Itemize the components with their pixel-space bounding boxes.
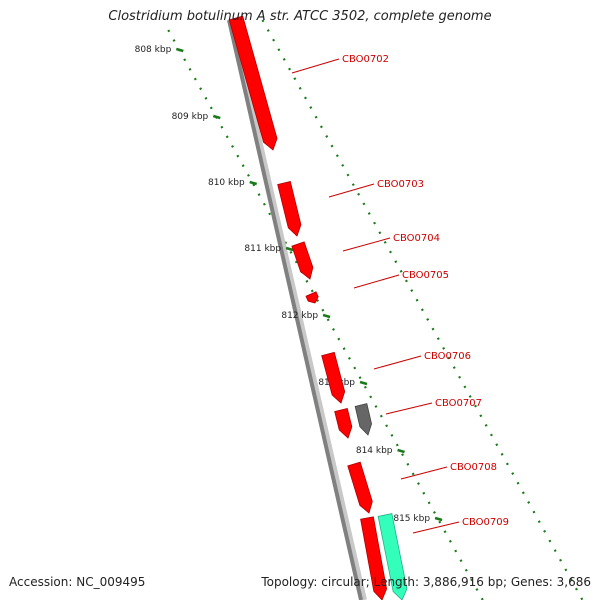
scale-label: 810 kbp <box>208 178 245 188</box>
gene-leader-line <box>353 274 400 289</box>
other-feature <box>354 403 372 436</box>
outer-track-line <box>261 19 584 600</box>
gene-feature-cbo0707 <box>334 407 353 439</box>
scale-tick <box>434 516 443 522</box>
scale-tick <box>322 313 331 319</box>
scale-tick <box>249 180 258 186</box>
scale-label: 814 kbp <box>356 446 393 456</box>
gene-leader-line <box>328 183 375 198</box>
gene-feature-cbo0705 <box>305 291 319 304</box>
scale-label: 812 kbp <box>281 311 318 321</box>
scale-label: 809 kbp <box>172 112 209 122</box>
genome-title: Clostridium botulinum A str. ATCC 3502, … <box>108 9 492 24</box>
gene-label: CBO0704 <box>393 233 440 244</box>
scale-tick <box>285 246 294 252</box>
length-label: Length: <box>373 575 420 589</box>
gene-leader-line <box>342 237 391 252</box>
gene-feature-cbo0706 <box>321 351 346 404</box>
genome-summary: Topology: circular; Length: 3,886,916 bp… <box>261 575 591 589</box>
gene-label: CBO0702 <box>342 54 389 65</box>
gene-feature-cbo0709 <box>360 516 388 600</box>
scale-tick <box>397 448 405 454</box>
gene-leader-line <box>385 402 433 415</box>
gene-label: CBO0709 <box>462 517 509 528</box>
genes-value: 3,686 <box>556 575 591 589</box>
genome-backbone <box>227 19 363 600</box>
rna-feature <box>377 513 408 600</box>
gene-feature-cbo0702 <box>228 15 278 151</box>
topology-value: circular <box>321 575 366 589</box>
accession-info: Accession: NC_009495 <box>9 575 145 589</box>
gene-label: CBO0703 <box>377 179 424 190</box>
gene-feature-cbo0704 <box>291 241 314 280</box>
gene-label: CBO0707 <box>435 398 482 409</box>
scale-tick <box>359 380 368 386</box>
scale-tick <box>212 114 221 120</box>
accession-value: NC_009495 <box>76 575 146 589</box>
accession-label: Accession: <box>9 575 73 589</box>
gene-feature-cbo0708 <box>347 461 373 514</box>
gene-label: CBO0708 <box>450 462 497 473</box>
gene-leader-line <box>400 466 448 480</box>
genes-label: Genes: <box>510 575 553 589</box>
scale-label: 808 kbp <box>135 45 172 55</box>
gene-label: CBO0705 <box>402 270 449 281</box>
topology-label: Topology: <box>261 575 318 589</box>
length-value: 3,886,916 bp <box>422 575 503 589</box>
scale-label: 811 kbp <box>244 244 281 254</box>
gene-leader-line <box>412 521 460 534</box>
backbone-shadow <box>229 21 367 600</box>
scale-label: 815 kbp <box>393 514 430 524</box>
gene-label: CBO0706 <box>424 351 471 362</box>
gene-leader-line <box>291 58 340 74</box>
gene-feature-cbo0703 <box>277 180 302 237</box>
gene-leader-line <box>373 355 422 370</box>
scale-tick <box>175 47 184 53</box>
